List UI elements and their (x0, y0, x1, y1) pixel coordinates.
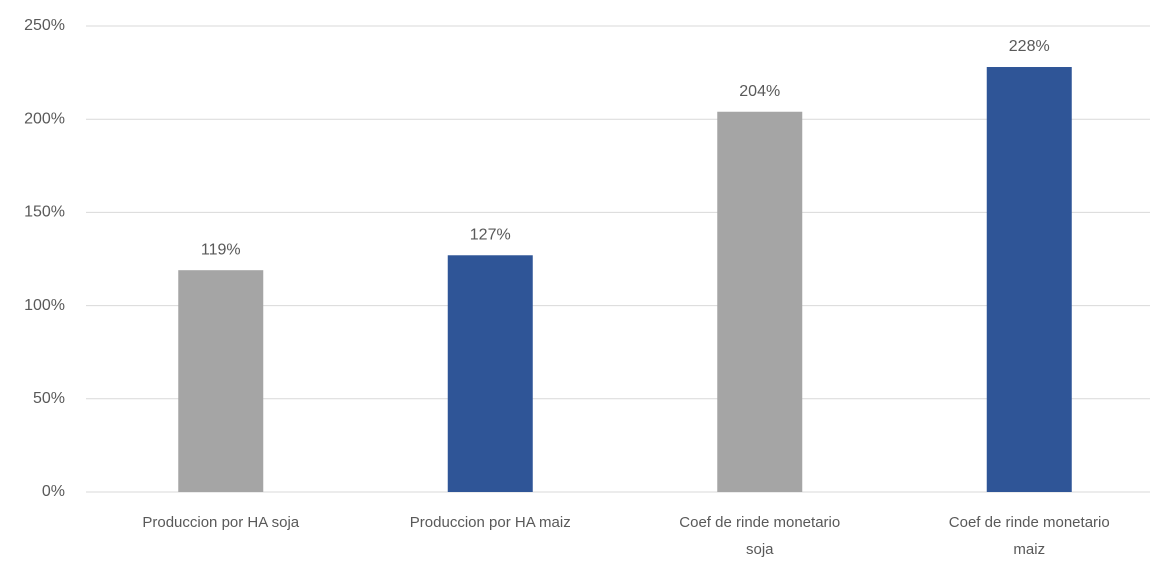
x-tick-label: Produccion por HA soja (142, 514, 300, 531)
bar (178, 270, 264, 492)
y-tick-label: 50% (33, 390, 65, 407)
bar (717, 111, 803, 492)
y-tick-label: 200% (24, 110, 65, 127)
x-tick-label: Coef de rinde monetario soja (679, 514, 841, 558)
bar (447, 255, 533, 492)
y-tick-label: 250% (24, 17, 65, 34)
y-tick-label: 100% (24, 297, 65, 314)
value-label: 127% (470, 226, 511, 243)
y-tick-label: 0% (42, 483, 65, 500)
bar (986, 67, 1072, 493)
y-tick-label: 150% (24, 204, 65, 221)
x-tick-label: Produccion por HA maiz (409, 514, 571, 531)
value-label: 204% (739, 83, 780, 100)
x-tick-label: Coef de rinde monetario maiz (948, 514, 1110, 558)
value-label: 119% (201, 241, 241, 258)
value-label: 228% (1009, 38, 1050, 55)
